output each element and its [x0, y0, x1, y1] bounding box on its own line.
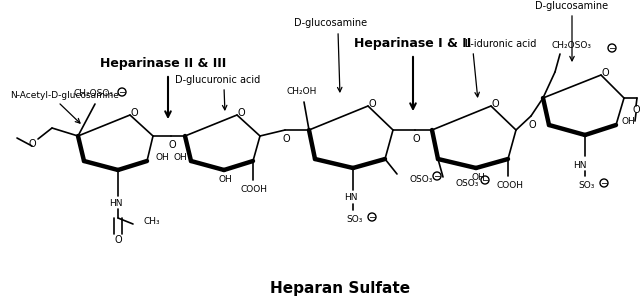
Text: D-glucuronic acid: D-glucuronic acid	[175, 75, 260, 85]
Text: OH: OH	[155, 154, 169, 162]
Text: O: O	[282, 134, 290, 144]
Text: O: O	[368, 99, 376, 109]
Text: SO₃: SO₃	[579, 181, 595, 191]
Text: −: −	[368, 212, 376, 222]
Text: O: O	[491, 99, 499, 109]
Text: O: O	[28, 139, 36, 149]
Text: HN: HN	[344, 193, 358, 203]
Text: CH₂OH: CH₂OH	[287, 88, 317, 96]
Text: OSO₃: OSO₃	[456, 178, 479, 188]
Text: D-glucosamine: D-glucosamine	[294, 18, 367, 28]
Text: O: O	[528, 120, 536, 130]
Text: CH₂OSO₃: CH₂OSO₃	[73, 89, 113, 99]
Text: Heparan Sulfate: Heparan Sulfate	[270, 281, 410, 296]
Text: OH: OH	[621, 118, 635, 126]
Text: CH₂OSO₃: CH₂OSO₃	[552, 40, 592, 50]
Text: HN: HN	[573, 161, 587, 170]
Text: CH₃: CH₃	[143, 218, 159, 226]
Text: D-glucosamine: D-glucosamine	[536, 1, 609, 11]
Text: COOH: COOH	[241, 185, 268, 195]
Text: −: −	[600, 178, 608, 188]
Text: OSO₃: OSO₃	[409, 174, 433, 184]
Text: OH: OH	[218, 176, 232, 185]
Text: O: O	[168, 140, 176, 150]
Text: O: O	[632, 105, 640, 115]
Text: COOH: COOH	[497, 181, 524, 191]
Text: OH: OH	[173, 154, 187, 162]
Text: −: −	[608, 43, 616, 53]
Text: N-Acetyl-D-glucosamine: N-Acetyl-D-glucosamine	[10, 91, 119, 100]
Text: L-iduronic acid: L-iduronic acid	[465, 39, 536, 49]
Text: −: −	[433, 171, 441, 181]
Text: HN: HN	[109, 200, 123, 208]
Text: O: O	[114, 235, 122, 245]
Text: OH: OH	[471, 174, 485, 182]
Text: −: −	[481, 176, 489, 185]
Text: SO₃: SO₃	[347, 215, 363, 225]
Text: O: O	[601, 68, 609, 78]
Text: O: O	[237, 108, 245, 118]
Text: O: O	[412, 134, 420, 144]
Text: Heparinase I & II: Heparinase I & II	[355, 38, 472, 50]
Text: O: O	[130, 108, 138, 118]
Text: −: −	[118, 88, 125, 96]
Text: Heparinase II & III: Heparinase II & III	[100, 58, 226, 70]
